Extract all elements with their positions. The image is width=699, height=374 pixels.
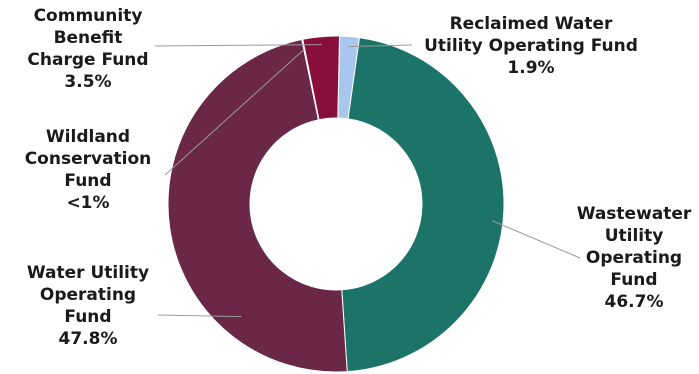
label-community-line-0: Community xyxy=(34,6,143,26)
label-wastewater-line-4: 46.7% xyxy=(605,292,664,312)
leader-water xyxy=(157,314,242,318)
label-wastewater-line-0: Wastewater xyxy=(577,204,692,224)
label-reclaimed-line-1: Utility Operating Fund xyxy=(424,36,638,56)
label-water-line-2: Fund xyxy=(64,307,111,327)
slice-community xyxy=(302,35,341,121)
leader-wildland xyxy=(164,48,305,176)
label-water-line-3: 47.8% xyxy=(59,329,118,349)
leader-community xyxy=(154,44,322,47)
slice-labels: Reclaimed Water Utility Operating Fund 1.9… xyxy=(25,6,692,349)
leader-wastewater xyxy=(491,220,581,259)
label-wildland-line-3: <1% xyxy=(66,193,109,213)
label-reclaimed: Reclaimed Water Utility Operating Fund 1.9… xyxy=(424,14,638,78)
label-community: Community Benefit Charge Fund 3.5% xyxy=(27,6,148,92)
label-wildland-line-0: Wildland xyxy=(46,127,130,147)
label-community-line-2: Charge Fund xyxy=(27,50,148,70)
label-community-line-1: Benefit xyxy=(54,28,123,48)
label-wildland: Wildland Conservation Fund <1% xyxy=(25,127,152,213)
label-wastewater-line-2: Operating xyxy=(586,248,682,268)
label-water-line-1: Operating xyxy=(40,285,136,305)
leader-reclaimed xyxy=(348,44,413,48)
slice-water xyxy=(167,38,348,373)
slice-wastewater xyxy=(341,37,505,373)
label-wastewater: Wastewater Utility Operating Fund 46.7% xyxy=(577,204,692,312)
label-wastewater-line-3: Fund xyxy=(610,270,657,290)
label-community-line-3: 3.5% xyxy=(64,72,111,92)
label-reclaimed-line-2: 1.9% xyxy=(507,58,554,78)
label-wastewater-line-1: Utility xyxy=(605,226,664,246)
label-wildland-line-1: Conservation xyxy=(25,149,152,169)
leader-lines xyxy=(154,44,581,318)
label-water-line-0: Water Utility xyxy=(27,263,149,283)
slices-group xyxy=(167,35,505,373)
label-water: Water Utility Operating Fund 47.8% xyxy=(27,263,149,349)
label-reclaimed-line-0: Reclaimed Water xyxy=(450,14,613,34)
label-wildland-line-2: Fund xyxy=(64,171,111,191)
